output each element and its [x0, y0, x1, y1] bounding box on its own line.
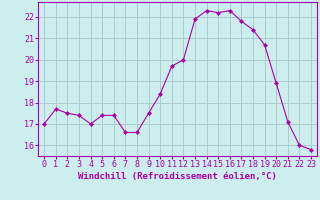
X-axis label: Windchill (Refroidissement éolien,°C): Windchill (Refroidissement éolien,°C) — [78, 172, 277, 181]
